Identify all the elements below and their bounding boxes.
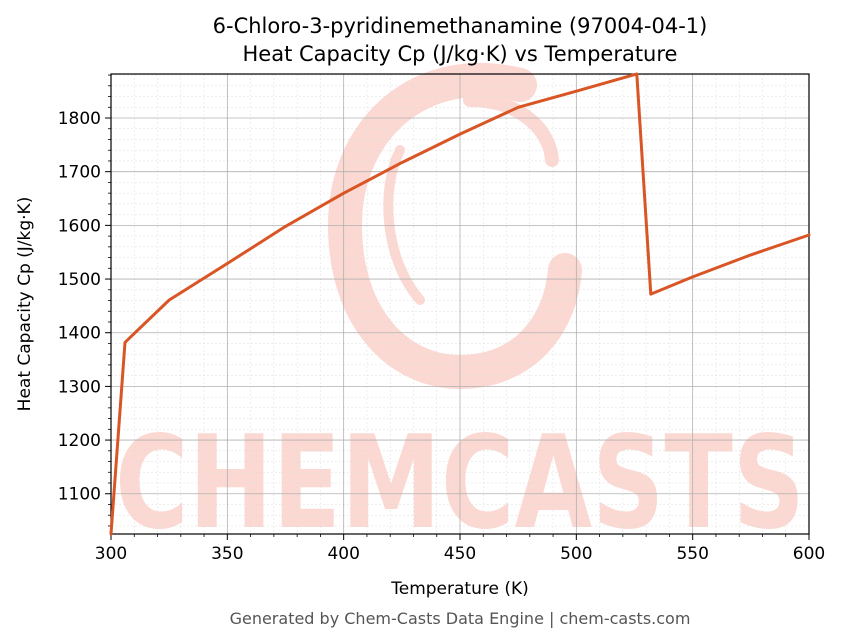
y-tick-label: 1800 (58, 109, 101, 129)
chart-subtitle: Heat Capacity Cp (J/kg·K) vs Temperature (243, 42, 678, 66)
y-tick-label: 1400 (58, 324, 101, 344)
y-tick-label: 1200 (58, 431, 101, 451)
y-tick-label: 1500 (58, 270, 101, 290)
y-tick-label: 1100 (58, 485, 101, 505)
x-tick-label: 400 (327, 544, 359, 564)
major-grid (110, 74, 810, 534)
y-tick-label: 1300 (58, 377, 101, 397)
x-tick-label: 500 (560, 544, 592, 564)
series-line (109, 72, 811, 536)
x-tick-label: 550 (676, 544, 708, 564)
y-tick-label: 1600 (58, 216, 101, 236)
watermark-swirl-logo (327, 63, 582, 390)
x-axis-ticks (110, 534, 810, 540)
chart-title: 6-Chloro-3-pyridinemethanamine (97004-04… (213, 14, 708, 38)
x-tick-label: 600 (793, 544, 825, 564)
x-axis-label: Temperature (K) (390, 579, 529, 599)
x-tick-label: 450 (444, 544, 476, 564)
y-axis-label: Heat Capacity Cp (J/kg·K) (15, 197, 35, 412)
x-axis-tick-labels: 300 350 400 450 500 550 600 (95, 544, 825, 564)
x-tick-label: 300 (95, 544, 127, 564)
y-axis-ticks (105, 74, 111, 527)
x-tick-label: 350 (211, 544, 243, 564)
y-tick-label: 1700 (58, 163, 101, 183)
series-group (109, 72, 811, 536)
footer-credit: Generated by Chem-Casts Data Engine | ch… (230, 609, 691, 628)
y-axis-tick-labels: 1100 1200 1300 1400 1500 1600 1700 1800 (58, 109, 101, 505)
